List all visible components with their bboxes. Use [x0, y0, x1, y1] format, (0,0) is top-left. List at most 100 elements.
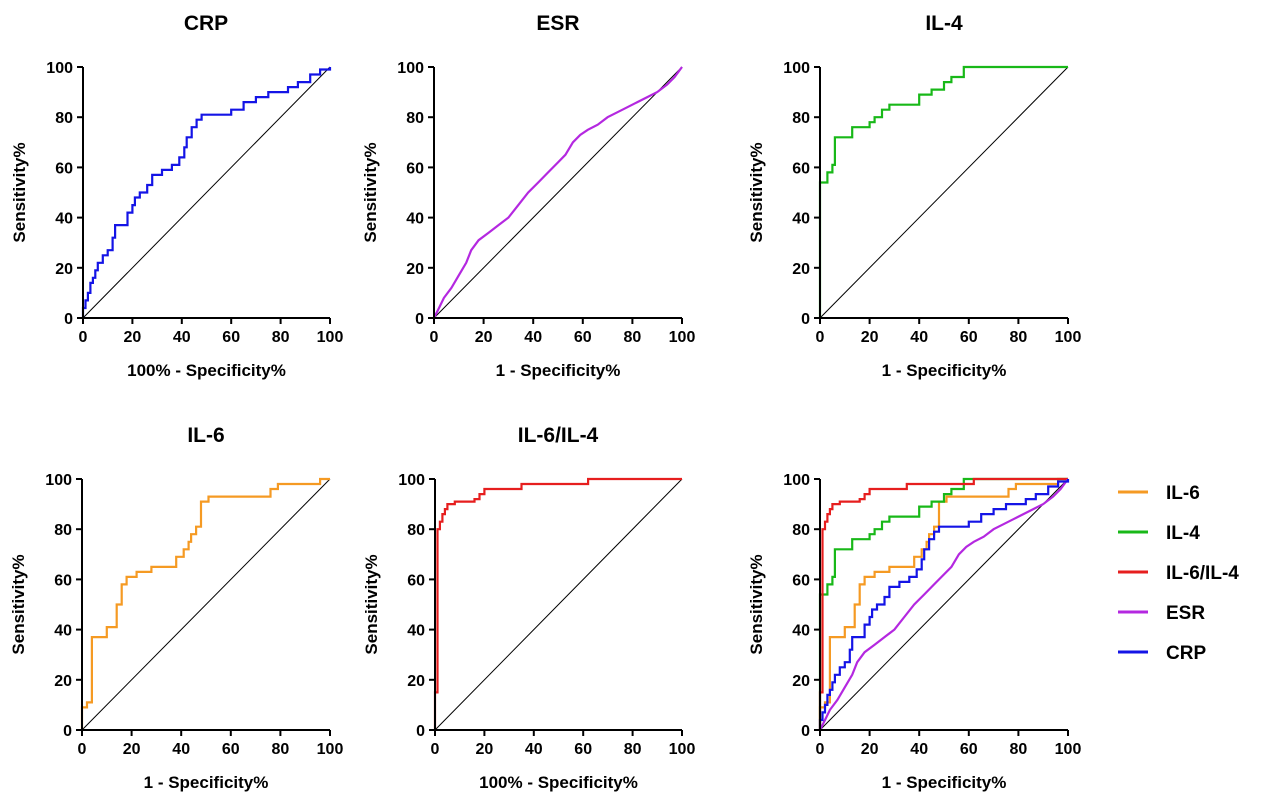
x-tick-label: 20 [123, 741, 141, 758]
chart-title: IL-6 [187, 424, 224, 447]
roc-curve-crp [81, 67, 332, 318]
x-tick-label: 40 [525, 741, 543, 758]
reference-diagonal-line [819, 66, 1069, 319]
x-tick-label: 40 [910, 329, 928, 346]
x-axis-label: 100% - Specificity% [127, 361, 286, 380]
x-tick-label: 0 [79, 329, 88, 346]
x-tick-label: 20 [861, 741, 879, 758]
reference-diagonal-line [819, 478, 1069, 731]
x-tick-label: 20 [861, 329, 879, 346]
y-tick-label: 80 [407, 522, 425, 539]
x-tick-label: 0 [430, 329, 439, 346]
y-tick-label: 100 [783, 472, 810, 489]
y-tick-label: 20 [406, 261, 424, 278]
x-tick-label: 60 [574, 741, 592, 758]
y-tick-label: 20 [54, 673, 72, 690]
x-tick-label: 20 [124, 329, 142, 346]
y-axis-label: Sensitivity% [361, 142, 380, 242]
x-tick-label: 80 [624, 741, 642, 758]
x-tick-label: 20 [476, 741, 494, 758]
y-axis-label: Sensitivity% [747, 554, 766, 654]
y-tick-label: 40 [407, 623, 425, 640]
y-tick-label: 60 [406, 160, 424, 177]
y-tick-label: 100 [46, 60, 73, 77]
y-tick-label: 100 [397, 60, 424, 77]
roc-curve-il-6 [80, 477, 330, 730]
legend-label: CRP [1166, 643, 1206, 664]
x-tick-label: 100 [1055, 329, 1082, 346]
y-tick-label: 80 [792, 110, 810, 127]
x-tick-label: 60 [960, 329, 978, 346]
roc-curve-esr [819, 478, 1069, 731]
y-axis-label: Sensitivity% [747, 142, 766, 242]
y-tick-label: 0 [416, 723, 425, 740]
x-tick-label: 0 [816, 329, 825, 346]
x-tick-label: 80 [1010, 741, 1028, 758]
x-tick-label: 60 [222, 329, 240, 346]
y-axis-label: Sensitivity% [10, 142, 29, 242]
legend-label: IL-6/IL-4 [1166, 563, 1239, 584]
legend: IL-6 IL-4 IL-6/IL-4 ESR CRP [1118, 483, 1239, 664]
chart-title: ESR [536, 12, 579, 35]
x-tick-label: 100 [669, 329, 696, 346]
reference-diagonal-line [433, 66, 683, 319]
y-tick-label: 0 [801, 723, 810, 740]
roc-curve-il-4 [818, 477, 1068, 730]
y-tick-label: 0 [801, 311, 810, 328]
x-tick-label: 0 [78, 741, 87, 758]
roc-curve-il-6-il-4 [433, 477, 682, 730]
x-tick-label: 40 [524, 329, 542, 346]
y-tick-label: 40 [792, 211, 810, 228]
x-axis-label: 1 - Specificity% [882, 361, 1007, 380]
x-tick-label: 100 [317, 741, 344, 758]
x-tick-label: 100 [317, 329, 344, 346]
x-axis-label: 100% - Specificity% [479, 773, 638, 792]
roc-curve-il-4 [818, 65, 1068, 318]
chart-title: CRP [184, 12, 228, 35]
x-axis-label: 1 - Specificity% [144, 773, 269, 792]
x-tick-label: 80 [272, 329, 290, 346]
y-tick-label: 20 [792, 261, 810, 278]
chart-panel-2: IL-4 0 20 40 60 80 100 0 20 40 60 80 100 1 - Specific… [747, 12, 1081, 380]
x-tick-label: 100 [1055, 741, 1082, 758]
x-tick-label: 100 [669, 741, 696, 758]
x-tick-label: 80 [1010, 329, 1028, 346]
x-axis-label: 1 - Specificity% [496, 361, 621, 380]
y-tick-label: 60 [54, 572, 72, 589]
chart-panel-3: IL-6 0 20 40 60 80 100 0 20 40 60 80 100 1 - Specific… [9, 424, 343, 792]
x-tick-label: 40 [910, 741, 928, 758]
x-tick-label: 60 [574, 329, 592, 346]
y-tick-label: 80 [55, 110, 73, 127]
y-axis-label: Sensitivity% [362, 554, 381, 654]
x-tick-label: 20 [475, 329, 493, 346]
reference-diagonal-line [434, 478, 683, 731]
chart-panel-1: ESR 0 20 40 60 80 100 0 20 40 60 80 100 1 - Specifici… [361, 12, 695, 380]
y-tick-label: 60 [792, 572, 810, 589]
x-tick-label: 80 [272, 741, 290, 758]
roc-curve-il-6 [818, 477, 1068, 730]
chart-panel-5: 0 20 40 60 80 100 0 20 40 60 80 100 1 - Specificity%… [747, 472, 1239, 792]
x-tick-label: 80 [624, 329, 642, 346]
y-tick-label: 80 [792, 522, 810, 539]
y-tick-label: 100 [45, 472, 72, 489]
y-axis-label: Sensitivity% [9, 554, 28, 654]
x-tick-label: 60 [960, 741, 978, 758]
x-tick-label: 40 [172, 741, 190, 758]
x-tick-label: 0 [431, 741, 440, 758]
reference-diagonal-line [82, 66, 331, 319]
y-tick-label: 60 [55, 160, 73, 177]
y-tick-label: 60 [792, 160, 810, 177]
y-tick-label: 60 [407, 572, 425, 589]
x-tick-label: 40 [173, 329, 191, 346]
y-tick-label: 0 [64, 311, 73, 328]
y-tick-label: 20 [55, 261, 73, 278]
chart-title: IL-4 [925, 12, 963, 35]
x-tick-label: 0 [816, 741, 825, 758]
chart-panel-4: IL-6/IL-4 0 20 40 60 80 100 0 20 40 60 80 100 100% - … [362, 424, 695, 792]
x-tick-label: 60 [222, 741, 240, 758]
y-tick-label: 20 [792, 673, 810, 690]
legend-label: IL-6 [1166, 483, 1200, 504]
y-tick-label: 40 [792, 623, 810, 640]
y-tick-label: 80 [406, 110, 424, 127]
